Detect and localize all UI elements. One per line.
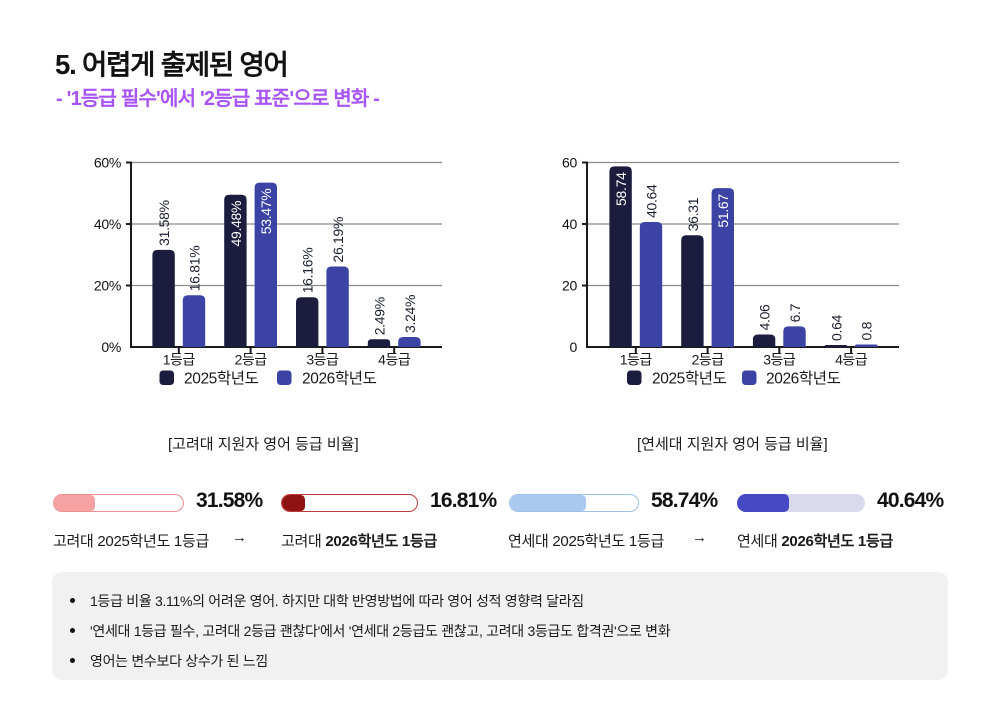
svg-text:20: 20 bbox=[562, 278, 577, 294]
svg-text:6.7: 6.7 bbox=[787, 303, 803, 322]
svg-text:51.67: 51.67 bbox=[715, 194, 731, 228]
svg-text:2.49%: 2.49% bbox=[371, 297, 387, 335]
svg-text:4등급: 4등급 bbox=[835, 352, 868, 368]
svg-text:4등급: 4등급 bbox=[378, 352, 411, 368]
svg-text:20%: 20% bbox=[94, 278, 121, 294]
svg-text:2등급: 2등급 bbox=[692, 352, 725, 368]
svg-text:40.64: 40.64 bbox=[643, 184, 659, 218]
svg-text:2025학년도: 2025학년도 bbox=[652, 370, 727, 388]
svg-text:60%: 60% bbox=[94, 155, 121, 171]
svg-text:26.19%: 26.19% bbox=[330, 217, 346, 263]
svg-text:53.47%: 53.47% bbox=[258, 189, 274, 235]
svg-text:40%: 40% bbox=[94, 216, 121, 232]
svg-text:1등급: 1등급 bbox=[620, 352, 653, 368]
svg-text:1등급: 1등급 bbox=[163, 352, 196, 368]
svg-text:40: 40 bbox=[562, 216, 577, 232]
svg-text:2026학년도: 2026학년도 bbox=[766, 370, 841, 388]
svg-text:16.81%: 16.81% bbox=[186, 246, 202, 292]
svg-text:58.74: 58.74 bbox=[613, 172, 629, 206]
svg-text:3등급: 3등급 bbox=[763, 352, 796, 368]
svg-text:31.58%: 31.58% bbox=[156, 200, 172, 246]
svg-text:0.8: 0.8 bbox=[859, 321, 875, 340]
svg-text:3등급: 3등급 bbox=[306, 352, 339, 368]
svg-text:0.64: 0.64 bbox=[828, 314, 844, 341]
svg-text:4.06: 4.06 bbox=[757, 304, 773, 331]
svg-text:2025학년도: 2025학년도 bbox=[184, 370, 259, 388]
svg-text:36.31: 36.31 bbox=[685, 197, 701, 231]
svg-text:60: 60 bbox=[562, 155, 577, 171]
svg-text:0: 0 bbox=[570, 339, 578, 355]
svg-text:2026학년도: 2026학년도 bbox=[302, 370, 377, 388]
svg-text:49.48%: 49.48% bbox=[228, 201, 244, 247]
svg-text:16.16%: 16.16% bbox=[300, 248, 316, 294]
svg-text:0%: 0% bbox=[101, 339, 121, 355]
svg-text:3.24%: 3.24% bbox=[402, 295, 418, 333]
svg-text:2등급: 2등급 bbox=[235, 352, 268, 368]
